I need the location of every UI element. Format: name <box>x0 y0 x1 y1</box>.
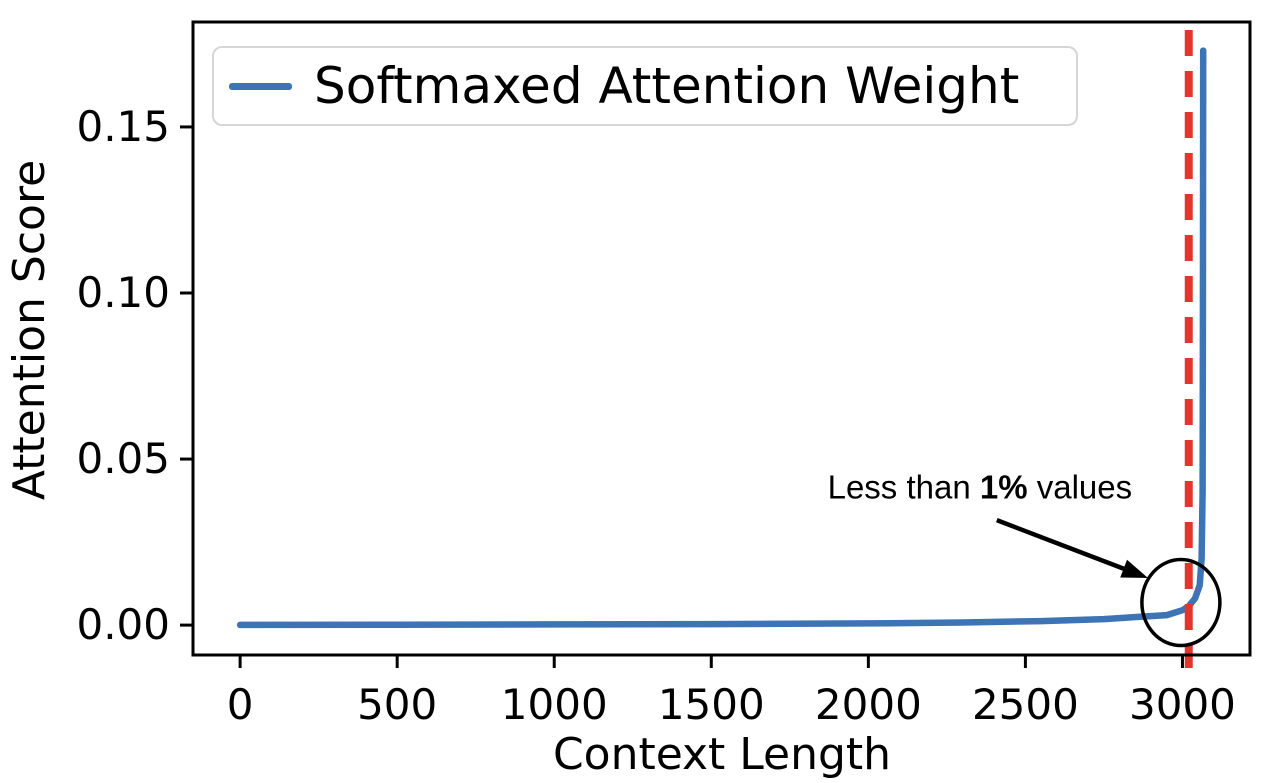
y-tick-label: 0.00 <box>76 600 170 650</box>
attention-weight-line <box>236 47 1207 629</box>
annotation-text: Less than 1% values <box>828 470 1133 503</box>
legend-label: Softmaxed Attention Weight <box>314 57 1020 115</box>
x-tick-label: 3000 <box>1129 680 1236 729</box>
legend-line-sample <box>229 82 292 90</box>
highlight-circle <box>1140 557 1222 648</box>
x-tick-label: 2500 <box>971 680 1079 729</box>
plot-border <box>191 20 1252 657</box>
x-tick-label: 2000 <box>814 680 922 729</box>
annotation-text-bold: 1% <box>979 468 1028 506</box>
annotation-arrow-head <box>1120 559 1148 578</box>
y-axis-title: Attention Score <box>4 159 55 501</box>
x-tick-label: 1500 <box>657 680 765 729</box>
x-tick-label: 500 <box>357 680 438 729</box>
legend: Softmaxed Attention Weight <box>212 46 1078 126</box>
y-tick-label: 0.15 <box>76 101 170 151</box>
y-tick-label: 0.10 <box>76 268 170 317</box>
x-tick-label: 1000 <box>500 680 608 729</box>
annotation-text-prefix: Less than <box>827 468 980 506</box>
annotation-arrow-shaft <box>996 518 1136 575</box>
annotation-text-suffix: values <box>1027 468 1133 506</box>
x-tick-label: 0 <box>226 680 254 729</box>
y-tick-label: 0.05 <box>76 434 170 484</box>
x-axis-title: Context Length <box>552 729 892 780</box>
